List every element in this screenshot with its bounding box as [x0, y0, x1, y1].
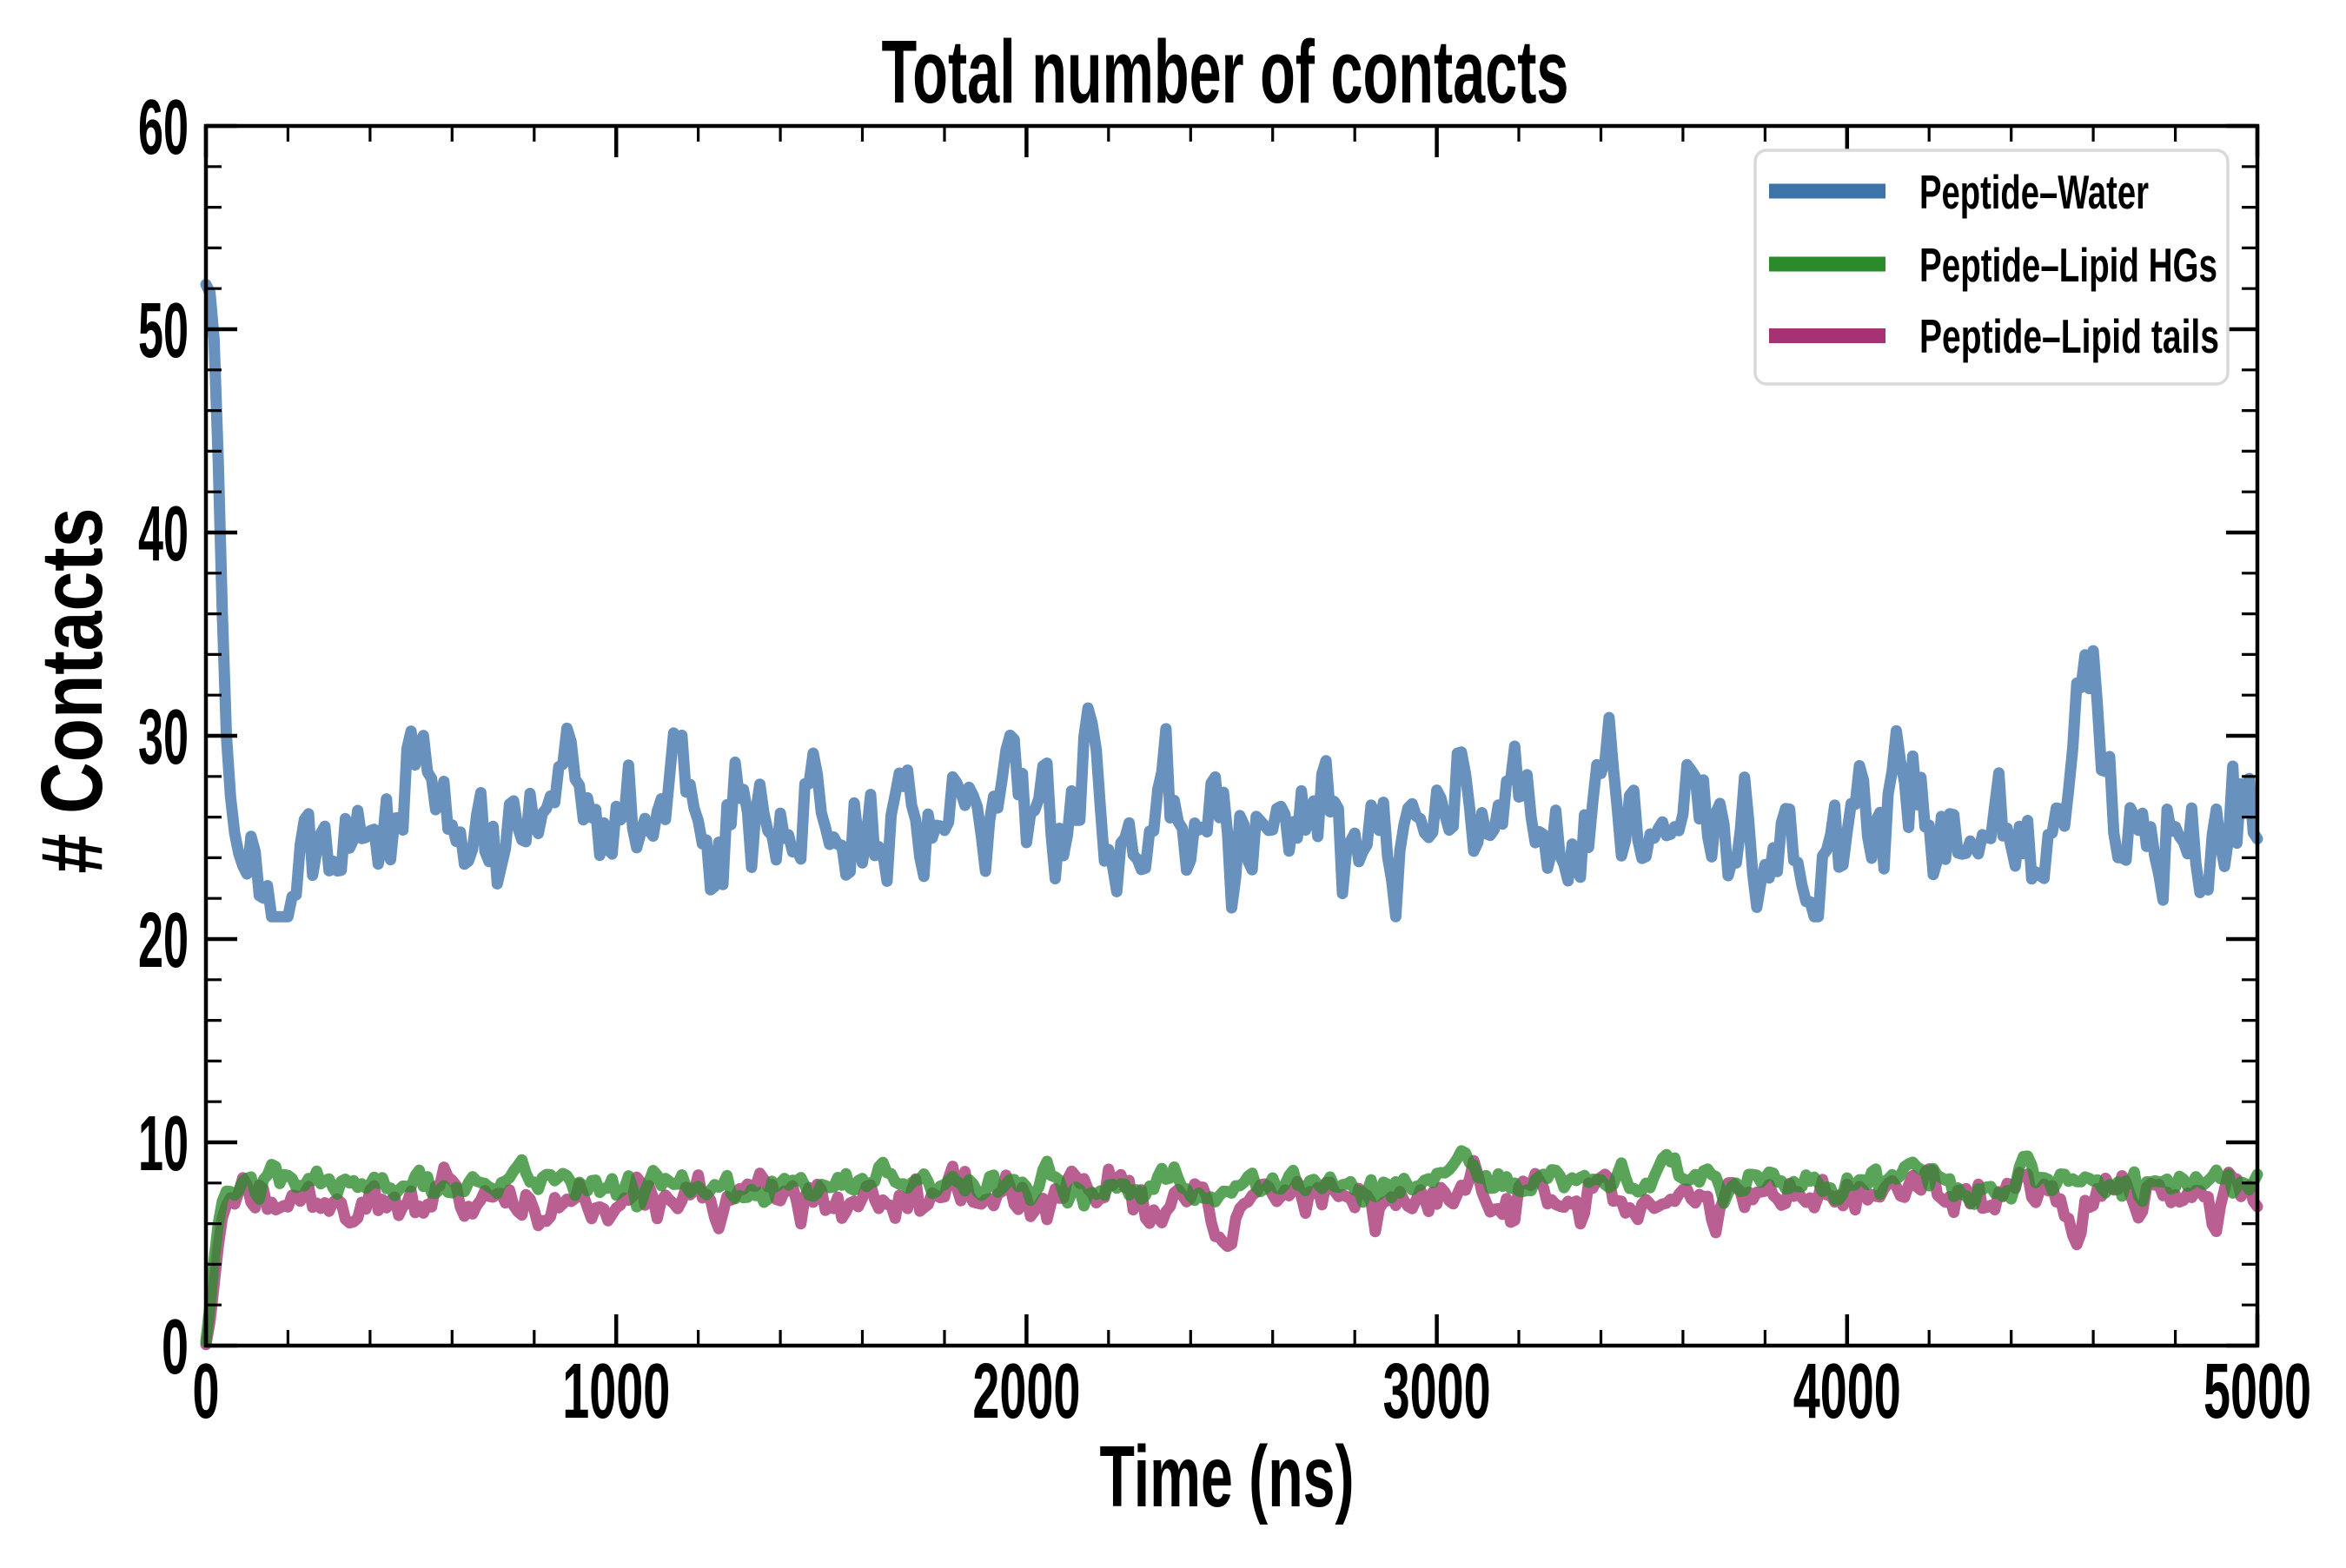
svg-text:4000: 4000: [1793, 1348, 1901, 1435]
svg-text:1000: 1000: [562, 1348, 670, 1435]
svg-text:3000: 3000: [1383, 1348, 1491, 1435]
svg-text:Total number of contacts: Total number of contacts: [882, 22, 1569, 122]
svg-text:2000: 2000: [972, 1348, 1080, 1435]
svg-text:60: 60: [138, 84, 189, 171]
svg-text:20: 20: [138, 897, 189, 984]
svg-text:Time (ns): Time (ns): [1100, 1428, 1355, 1525]
svg-text:Peptide–Water: Peptide–Water: [1919, 165, 2149, 219]
svg-text:Peptide–Lipid tails: Peptide–Lipid tails: [1919, 309, 2219, 363]
svg-text:0: 0: [162, 1304, 189, 1391]
svg-text:5000: 5000: [2204, 1348, 2311, 1435]
svg-text:50: 50: [138, 288, 189, 374]
svg-text:10: 10: [138, 1101, 189, 1188]
svg-text:# Contacts: # Contacts: [23, 508, 121, 874]
svg-text:Peptide–Lipid HGs: Peptide–Lipid HGs: [1919, 238, 2217, 292]
svg-text:30: 30: [138, 694, 189, 781]
svg-text:0: 0: [193, 1348, 220, 1435]
svg-text:40: 40: [138, 491, 189, 578]
